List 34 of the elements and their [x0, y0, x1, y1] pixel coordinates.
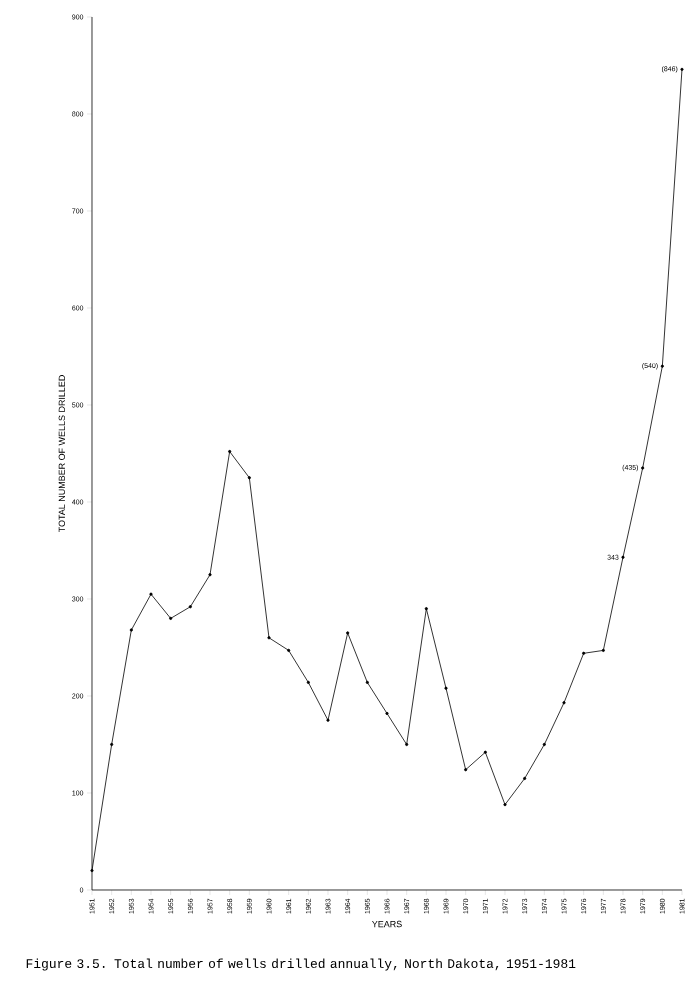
point [424, 607, 428, 611]
point [523, 776, 527, 781]
point [621, 555, 625, 559]
point [306, 680, 310, 685]
point [326, 718, 330, 722]
point [169, 616, 173, 620]
point [503, 803, 507, 807]
point [188, 605, 192, 609]
point [365, 680, 369, 685]
point [129, 628, 133, 632]
text: Figure 3.5. Total number of wells drilled annually, North Dakota, 1951-1981 [26, 958, 576, 971]
point [149, 592, 153, 596]
point [601, 648, 605, 652]
point [405, 742, 409, 747]
point [444, 686, 448, 690]
point [542, 742, 546, 747]
point [228, 449, 232, 454]
y-axis-title: TOTAL NUMBER OF WELLS DRILLED [58, 375, 66, 533]
point [208, 573, 212, 577]
x-axis-title: YEARS [372, 920, 402, 928]
point [90, 869, 94, 873]
point [464, 768, 468, 772]
point [483, 750, 487, 754]
point [346, 631, 350, 635]
point [267, 636, 271, 640]
point [247, 476, 251, 480]
point [660, 364, 664, 368]
point [680, 67, 684, 71]
point [562, 701, 566, 705]
point [582, 651, 586, 655]
point [641, 466, 645, 470]
point [110, 742, 114, 747]
point [287, 648, 291, 652]
point [385, 711, 389, 716]
